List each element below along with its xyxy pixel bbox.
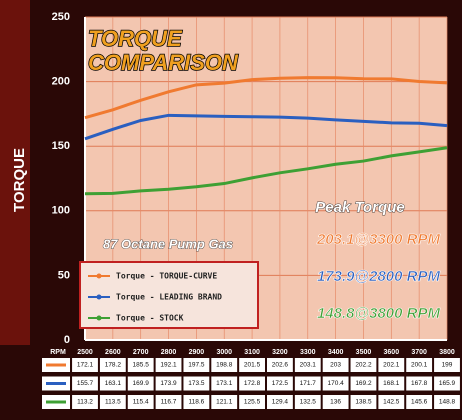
table-value: 198.8 (216, 362, 233, 369)
table-value: 138.5 (355, 399, 372, 406)
x-tick-label: 3500 (356, 349, 372, 356)
y-tick-label: 50 (58, 269, 70, 281)
table-value: 145.6 (411, 399, 428, 406)
legend-marker (97, 316, 102, 321)
x-tick-label: 3800 (439, 349, 455, 356)
legend-label: Torque - LEADING BRAND (116, 293, 222, 302)
table-value: 197.5 (188, 362, 205, 369)
x-tick-label: 3300 (300, 349, 316, 356)
peak-label: 148.8@3800 RPM (317, 305, 441, 322)
table-value: 202.1 (383, 362, 400, 369)
y-tick-label: 100 (52, 205, 70, 217)
table-value: 116.7 (161, 399, 177, 406)
x-tick-label: 3200 (272, 349, 288, 356)
table-value: 185.5 (133, 362, 150, 369)
table-value: 173.9 (160, 380, 177, 387)
table-value: 199 (442, 362, 453, 369)
chart-title-line: COMPARISON (88, 50, 239, 75)
table-value: 125.5 (244, 399, 261, 406)
legend-label: Torque - STOCK (116, 314, 184, 323)
peak-label: 203.1@3300 RPM (316, 231, 441, 248)
table-value: 169.2 (355, 380, 372, 387)
table-value: 113.2 (77, 399, 93, 406)
table-value: 168.1 (383, 380, 400, 387)
x-tick-label: 2500 (77, 349, 93, 356)
table-value: 173.5 (188, 380, 205, 387)
table-value: 173.1 (216, 380, 233, 387)
legend-label: Torque - TORQUE-CURVE (116, 272, 217, 281)
table-value: 171.7 (300, 380, 317, 387)
x-tick-label: 2900 (189, 349, 205, 356)
table-value: 155.7 (77, 380, 94, 387)
chart: TORQUE RPM TORQUE COMPARISON 87 Octane P… (0, 0, 462, 420)
table-value: 115.4 (133, 399, 149, 406)
x-tick-label: 2600 (105, 349, 121, 356)
table-value: 203 (330, 362, 341, 369)
y-tick-label: 200 (52, 76, 70, 88)
table-value: 148.8 (439, 399, 456, 406)
table-value: 200.1 (411, 362, 428, 369)
x-tick-label: 2700 (133, 349, 149, 356)
table-value: 203.1 (300, 362, 317, 369)
table-value: 132.5 (300, 399, 317, 406)
table-value: 129.4 (272, 399, 289, 406)
table-value: 170.4 (327, 380, 344, 387)
table-value: 201.5 (244, 362, 261, 369)
x-tick-label: 3400 (328, 349, 344, 356)
table-value: 163.1 (105, 380, 122, 387)
legend-marker (97, 295, 102, 300)
y-tick-label: 250 (52, 11, 70, 23)
table-value: 136 (330, 399, 341, 406)
table-value: 113.5 (105, 399, 121, 406)
x-tick-label: 3600 (384, 349, 400, 356)
table-value: 172.1 (77, 362, 94, 369)
table-value: 121.1 (216, 399, 233, 406)
legend-marker (97, 274, 102, 279)
table-value: 202.2 (355, 362, 372, 369)
table-value: 169.9 (133, 380, 150, 387)
x-tick-label: 3000 (216, 349, 232, 356)
table-value: 202.6 (272, 362, 289, 369)
table-value: 192.1 (160, 362, 177, 369)
table-value: 165.9 (439, 380, 456, 387)
table-value: 167.8 (411, 380, 428, 387)
x-tick-label: 2800 (161, 349, 177, 356)
chart-title-line: TORQUE (88, 26, 183, 51)
fuel-note: 87 Octane Pump Gas (103, 236, 233, 251)
peak-label: 173.9@2800 RPM (317, 268, 441, 285)
table-value: 172.5 (272, 380, 289, 387)
y-tick-label: 150 (52, 140, 70, 152)
y-axis-label: TORQUE (11, 148, 28, 212)
x-tick-label: 3700 (411, 349, 427, 356)
data-table: 172.1 178.2 185.5 192.1 197.5 198.8 201.5 202.6… (42, 358, 460, 409)
table-value: 178.2 (105, 362, 122, 369)
x-axis-label: RPM (50, 349, 66, 356)
table-value: 118.6 (188, 399, 204, 406)
table-value: 172.8 (244, 380, 261, 387)
y-tick-label: 0 (64, 334, 70, 346)
x-tick-label: 3100 (244, 349, 260, 356)
peak-title: Peak Torque (315, 199, 404, 216)
table-value: 142.5 (383, 399, 400, 406)
